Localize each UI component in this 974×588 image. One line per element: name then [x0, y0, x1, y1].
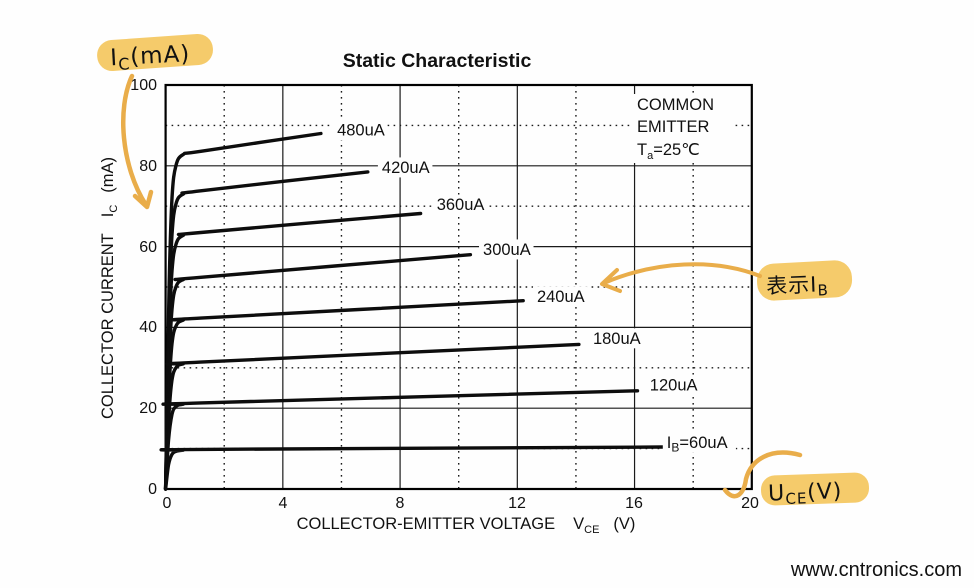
x-tick-4: 4: [279, 495, 288, 512]
uce-swoosh: [722, 450, 803, 499]
ic-arrowhead: [132, 189, 154, 210]
watermark: www.cntronics.com: [790, 559, 962, 581]
curve-label-IB=120uA: 120uA: [650, 376, 698, 394]
annotation-uce: UCE(V): [722, 450, 870, 509]
y-tick-80: 80: [139, 158, 157, 175]
curve-IB=60uA: [159, 445, 666, 491]
ic-highlight: [97, 34, 213, 71]
curve-label-IB=240uA: 240uA: [537, 288, 585, 306]
uce-highlight: [760, 472, 870, 506]
y-tick-0: 0: [148, 481, 157, 498]
plot-frame: [164, 83, 753, 491]
y-tick-60: 60: [139, 239, 157, 256]
y-tick-20: 20: [139, 400, 157, 417]
annotation-ib: 表示IB: [600, 260, 853, 301]
x-tick-0: 0: [163, 495, 172, 512]
curve-label-bg-IB=240uA: [532, 286, 588, 307]
ic-annotation-text: IC(mA): [110, 41, 191, 74]
x-axis-title: COLLECTOR-EMITTER VOLTAGE VCE (V): [297, 515, 636, 536]
curve-label-bg-IB=420uA: [377, 157, 433, 178]
y-tick-100: 100: [130, 77, 157, 94]
note-line-2: EMITTER: [637, 118, 709, 136]
annotation-ic: IC(mA): [97, 34, 213, 210]
ib-arrow: [602, 262, 762, 285]
chart-title: Static Characteristic: [343, 50, 532, 72]
ib-highlight: [756, 260, 853, 301]
curve-label-bg-IB=300uA: [479, 239, 534, 260]
curve-label-IB=420uA: 420uA: [382, 159, 430, 177]
curve-IB=180uA: [163, 342, 581, 491]
x-tick-8: 8: [396, 495, 405, 512]
x-tick-12: 12: [508, 495, 526, 512]
note-line-1: COMMON: [637, 96, 714, 114]
curve-label-bg-IB=60uA: [662, 432, 736, 453]
note-temperature: Ta=25℃: [637, 141, 700, 162]
grid-layer: [164, 83, 753, 491]
curve-label-bg-IB=360uA: [432, 194, 488, 215]
ic-arrow: [121, 73, 149, 208]
curve-label-bg-IB=180uA: [588, 328, 644, 349]
curve-label-IB=360uA: 360uA: [437, 196, 485, 214]
ib-arrowhead: [600, 268, 622, 293]
y-tick-40: 40: [139, 319, 157, 336]
uce-annotation-text: UCE(V): [768, 479, 843, 509]
x-tick-16: 16: [625, 495, 643, 512]
ib-annotation-text: 表示IB: [766, 272, 829, 301]
curve-label-bg-IB=120uA: [645, 374, 701, 395]
note-background: [633, 94, 733, 163]
curve-IB=300uA: [163, 253, 473, 491]
curve-label-IB=180uA: 180uA: [593, 330, 641, 348]
curve-label-IB=300uA: 300uA: [483, 241, 531, 259]
curve-layer: [159, 131, 666, 491]
curve-label-IB=60uA: IB=60uA: [667, 434, 728, 455]
y-axis-title: COLLECTOR CURRENTIC(mA): [99, 157, 120, 419]
curve-label-bg-IB=480uA: [333, 120, 388, 141]
curve-IB=240uA: [163, 299, 525, 491]
curve-label-IB=480uA: 480uA: [337, 122, 385, 140]
curve-IB=120uA: [161, 389, 640, 491]
curve-label-layer: 480uA 420uA 360uA 300uA 240uA 180uA 120uA IB=60…: [333, 120, 736, 455]
x-tick-20: 20: [741, 495, 759, 512]
